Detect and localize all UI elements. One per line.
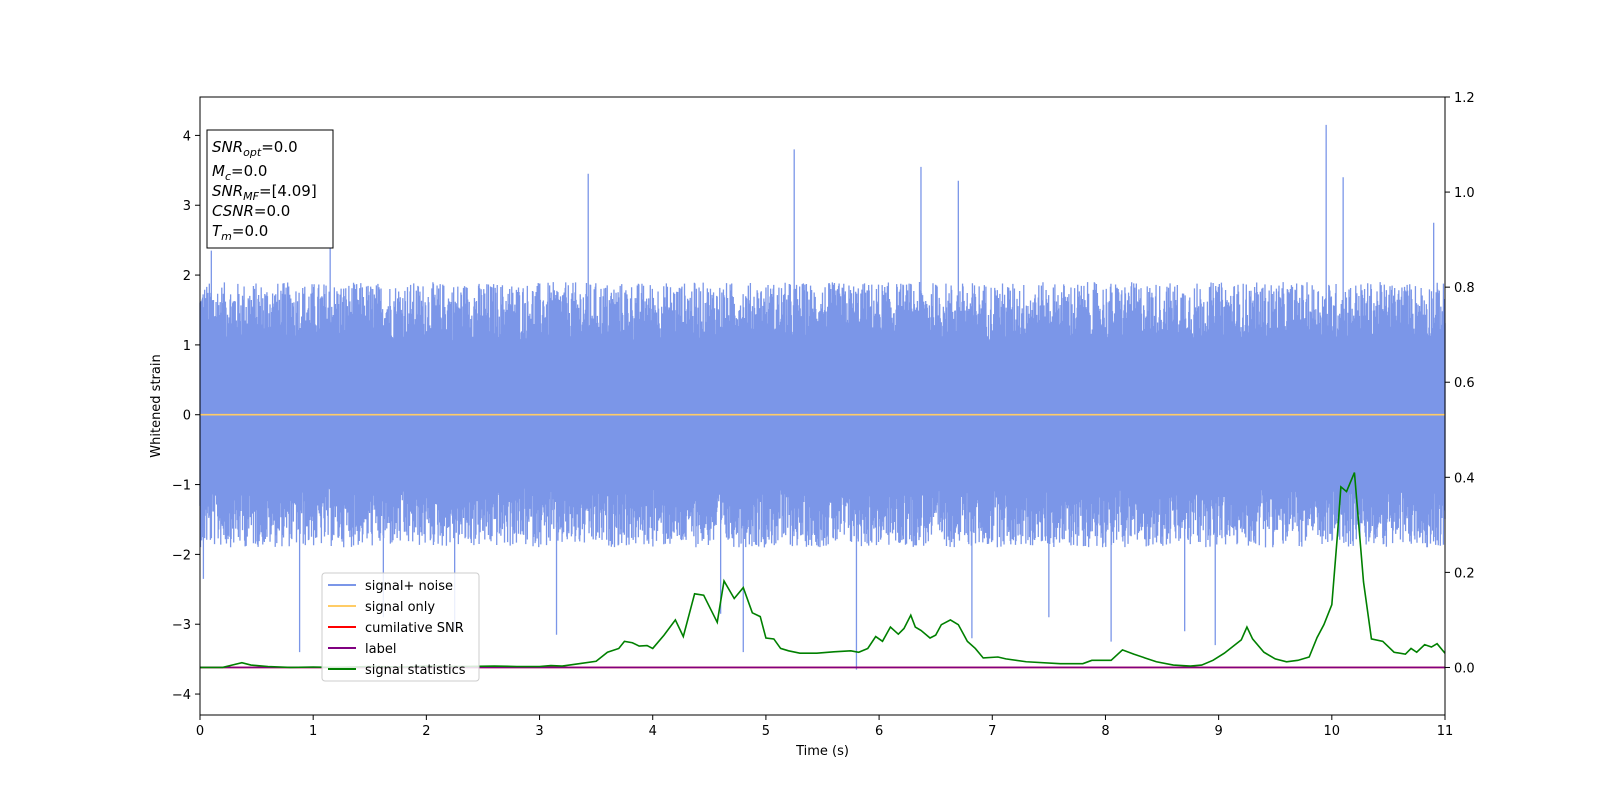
annotation-line: SNRopt=0.0 xyxy=(212,138,298,159)
x-tick-label: 9 xyxy=(1214,724,1222,739)
x-tick-label: 3 xyxy=(535,724,543,739)
y-tick-label: 1 xyxy=(183,339,191,354)
y-axis-left: −4 −3 −2 −1 0 1 2 3 4 xyxy=(172,129,200,703)
y-tick-label: 2 xyxy=(183,269,191,284)
annotation-frame xyxy=(206,129,334,249)
annotation-line: CSNR=0.0 xyxy=(212,202,290,220)
series-signal-noise xyxy=(199,124,1446,670)
x-tick-label: 8 xyxy=(1101,724,1109,739)
annotation-value: =0.0 xyxy=(261,138,297,156)
y-tick-label: 0 xyxy=(183,409,191,424)
annotation-symbol: SNR xyxy=(212,182,243,200)
legend-label: signal statistics xyxy=(365,663,466,678)
annotation-symbol: CSNR xyxy=(212,202,254,220)
annotation-value: =0.0 xyxy=(254,202,290,220)
annotation-value: =0.0 xyxy=(232,222,268,240)
x-axis: 0 1 2 3 4 5 6 7 8 9 10 11 xyxy=(196,715,1453,739)
y-tick-label: −4 xyxy=(172,688,191,703)
x-axis-label: Time (s) xyxy=(795,744,849,759)
x-tick-label: 6 xyxy=(875,724,883,739)
legend-label: cumilative SNR xyxy=(365,621,464,636)
annotation-subscript: m xyxy=(221,230,232,243)
legend-label: signal only xyxy=(365,600,435,615)
y2-tick-label: 1.2 xyxy=(1454,91,1475,106)
x-tick-label: 5 xyxy=(762,724,770,739)
annotation-subscript: MF xyxy=(243,190,259,203)
x-tick-label: 11 xyxy=(1437,724,1454,739)
y-axis-right: 0.0 0.2 0.4 0.6 0.8 1.0 1.2 xyxy=(1445,91,1475,676)
y2-tick-label: 0.0 xyxy=(1454,661,1475,676)
legend: signal+ noise signal only cumilative SNR la… xyxy=(321,572,480,682)
series-signal-statistics xyxy=(200,472,1446,669)
annotation-value: =[4.09] xyxy=(259,182,317,200)
y-tick-label: −3 xyxy=(172,618,191,633)
x-tick-label: 4 xyxy=(649,724,657,739)
annotation-subscript: c xyxy=(225,170,231,183)
annotation-box: SNRopt=0.0Mc=0.0SNRMF=[4.09]CSNR=0.0Tm=0… xyxy=(206,129,334,249)
y-tick-label: 3 xyxy=(183,199,191,214)
legend-frame xyxy=(321,572,480,682)
annotation-symbol: T xyxy=(212,222,223,240)
y-tick-label: −1 xyxy=(172,479,191,494)
annotation-line: Tm=0.0 xyxy=(212,222,268,243)
plot-frame xyxy=(199,96,1446,716)
legend-label: label xyxy=(365,642,396,657)
x-tick-label: 2 xyxy=(422,724,430,739)
y-tick-label: −2 xyxy=(172,548,191,563)
x-tick-label: 10 xyxy=(1324,724,1341,739)
annotation-subscript: opt xyxy=(243,146,262,159)
legend-label: signal+ noise xyxy=(365,579,453,594)
annotation-line: SNRMF=[4.09] xyxy=(212,182,317,203)
x-tick-label: 7 xyxy=(988,724,996,739)
y2-tick-label: 0.4 xyxy=(1454,471,1475,486)
noise-series-layer xyxy=(199,124,1446,670)
y2-tick-label: 0.2 xyxy=(1454,566,1475,581)
annotation-symbol: M xyxy=(212,162,225,180)
y2-tick-label: 1.0 xyxy=(1454,186,1475,201)
y-axis-label: Whitened strain xyxy=(149,354,164,457)
annotation-value: =0.0 xyxy=(231,162,267,180)
annotation-symbol: SNR xyxy=(212,138,243,156)
y2-tick-label: 0.6 xyxy=(1454,376,1475,391)
x-tick-label: 1 xyxy=(309,724,317,739)
x-tick-label: 0 xyxy=(196,724,204,739)
y2-tick-label: 0.8 xyxy=(1454,281,1475,296)
annotation-line: Mc=0.0 xyxy=(212,162,267,183)
y-tick-label: 4 xyxy=(183,129,191,144)
